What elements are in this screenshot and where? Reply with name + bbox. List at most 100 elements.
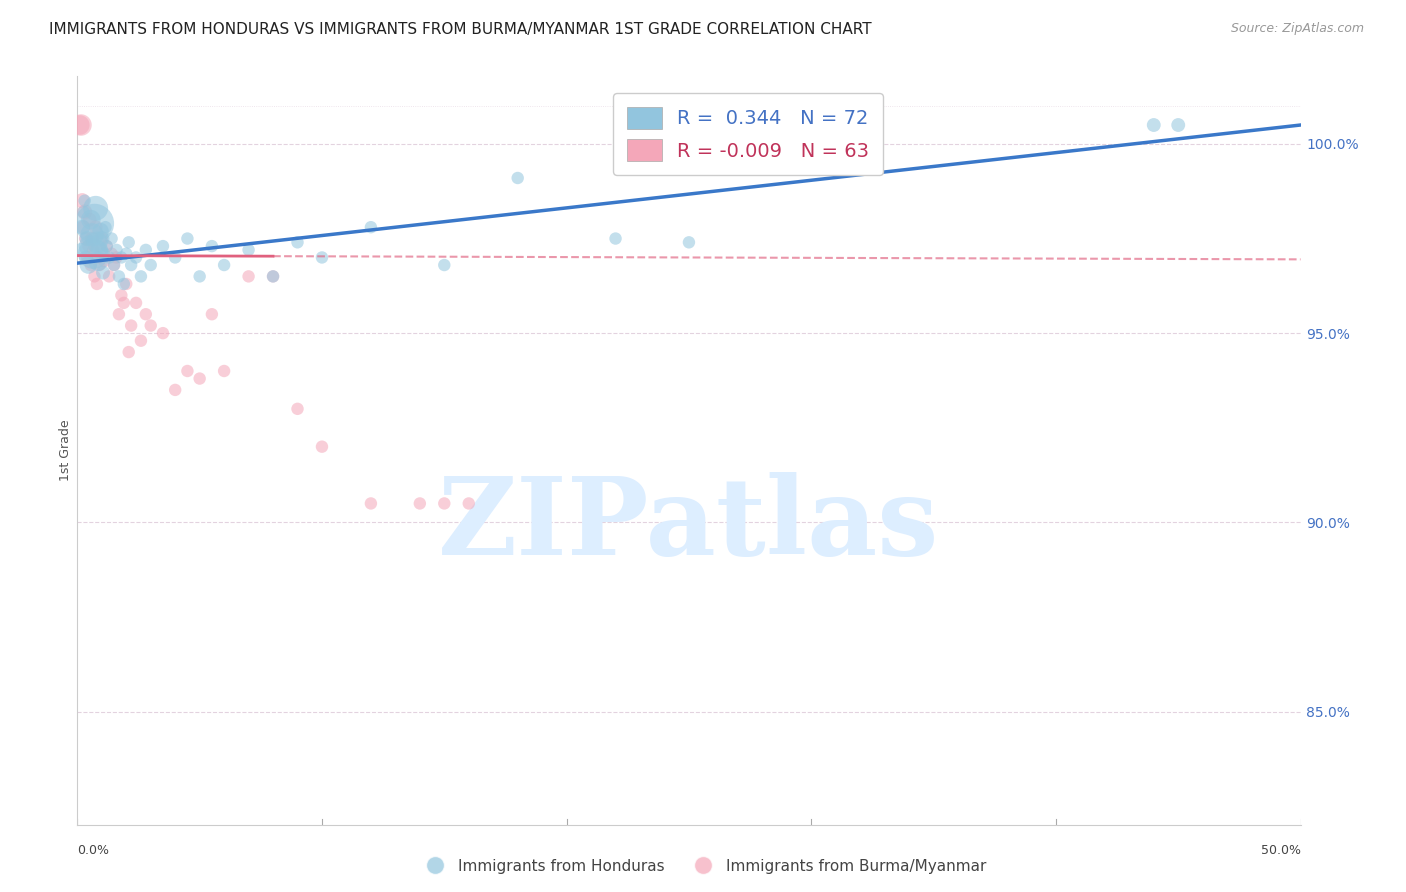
Point — [262, 269, 284, 284]
Point — [152, 326, 174, 340]
Point — [139, 258, 162, 272]
Point — [77, 239, 100, 253]
Point — [118, 345, 141, 359]
Point — [83, 216, 105, 230]
Point — [201, 239, 224, 253]
Point — [165, 383, 187, 397]
Point — [118, 235, 141, 250]
Point — [84, 201, 107, 215]
Point — [110, 251, 132, 265]
Point — [80, 227, 103, 242]
Point — [120, 258, 142, 272]
Point — [120, 318, 142, 333]
Point — [287, 401, 309, 416]
Point — [94, 220, 117, 235]
Text: ZIPatlas: ZIPatlas — [439, 473, 939, 578]
Point — [108, 307, 131, 321]
Text: 50.0%: 50.0% — [1261, 844, 1301, 857]
Point — [90, 243, 112, 257]
Point — [125, 296, 148, 310]
Point — [139, 318, 162, 333]
Point — [103, 258, 125, 272]
Point — [100, 231, 122, 245]
Point — [212, 258, 235, 272]
Point — [90, 231, 112, 245]
Point — [129, 334, 152, 348]
Point — [125, 251, 148, 265]
Point — [89, 243, 111, 257]
Point — [135, 243, 157, 257]
Point — [82, 243, 104, 257]
Point — [262, 269, 284, 284]
Point — [105, 243, 128, 257]
Point — [75, 251, 97, 265]
Point — [409, 496, 432, 510]
Point — [287, 235, 309, 250]
Point — [105, 251, 128, 265]
Point — [84, 220, 107, 235]
Point — [89, 258, 111, 272]
Point — [87, 254, 110, 268]
Point — [238, 269, 260, 284]
Point — [129, 269, 152, 284]
Point — [506, 171, 529, 186]
Point — [72, 220, 94, 235]
Point — [80, 231, 103, 245]
Point — [70, 220, 93, 235]
Point — [1167, 118, 1189, 132]
Point — [79, 212, 101, 227]
Point — [100, 246, 122, 260]
Legend: R =  0.344   N = 72, R = -0.009   N = 63: R = 0.344 N = 72, R = -0.009 N = 63 — [613, 93, 883, 175]
Point — [98, 269, 121, 284]
Point — [96, 239, 118, 253]
Point — [176, 231, 198, 245]
Legend: Immigrants from Honduras, Immigrants from Burma/Myanmar: Immigrants from Honduras, Immigrants fro… — [413, 853, 993, 880]
Point — [115, 246, 138, 260]
Point — [79, 239, 101, 253]
Point — [112, 277, 135, 291]
Point — [135, 307, 157, 321]
Point — [90, 224, 112, 238]
Point — [93, 254, 115, 268]
Point — [103, 258, 125, 272]
Point — [70, 194, 93, 208]
Point — [110, 288, 132, 302]
Point — [311, 440, 333, 454]
Point — [91, 266, 114, 280]
Point — [311, 251, 333, 265]
Point — [86, 277, 108, 291]
Text: IMMIGRANTS FROM HONDURAS VS IMMIGRANTS FROM BURMA/MYANMAR 1ST GRADE CORRELATION : IMMIGRANTS FROM HONDURAS VS IMMIGRANTS F… — [49, 22, 872, 37]
Point — [69, 118, 91, 132]
Point — [1143, 118, 1166, 132]
Point — [433, 258, 456, 272]
Point — [212, 364, 235, 378]
Point — [360, 496, 382, 510]
Point — [176, 364, 198, 378]
Point — [108, 269, 131, 284]
Point — [73, 194, 96, 208]
Point — [98, 251, 121, 265]
Point — [87, 251, 110, 265]
Point — [238, 243, 260, 257]
Point — [165, 251, 187, 265]
Point — [360, 220, 382, 235]
Point — [77, 258, 100, 272]
Point — [112, 296, 135, 310]
Point — [188, 371, 211, 385]
Point — [75, 231, 97, 245]
Y-axis label: 1st Grade: 1st Grade — [59, 419, 72, 482]
Point — [678, 235, 700, 250]
Point — [90, 231, 112, 245]
Point — [93, 246, 115, 260]
Point — [73, 205, 96, 219]
Point — [83, 269, 105, 284]
Point — [96, 239, 118, 253]
Text: 0.0%: 0.0% — [77, 844, 110, 857]
Point — [80, 258, 103, 272]
Point — [188, 269, 211, 284]
Text: Source: ZipAtlas.com: Source: ZipAtlas.com — [1230, 22, 1364, 36]
Point — [76, 231, 98, 245]
Point — [80, 212, 103, 227]
Point — [605, 231, 627, 245]
Point — [433, 496, 456, 510]
